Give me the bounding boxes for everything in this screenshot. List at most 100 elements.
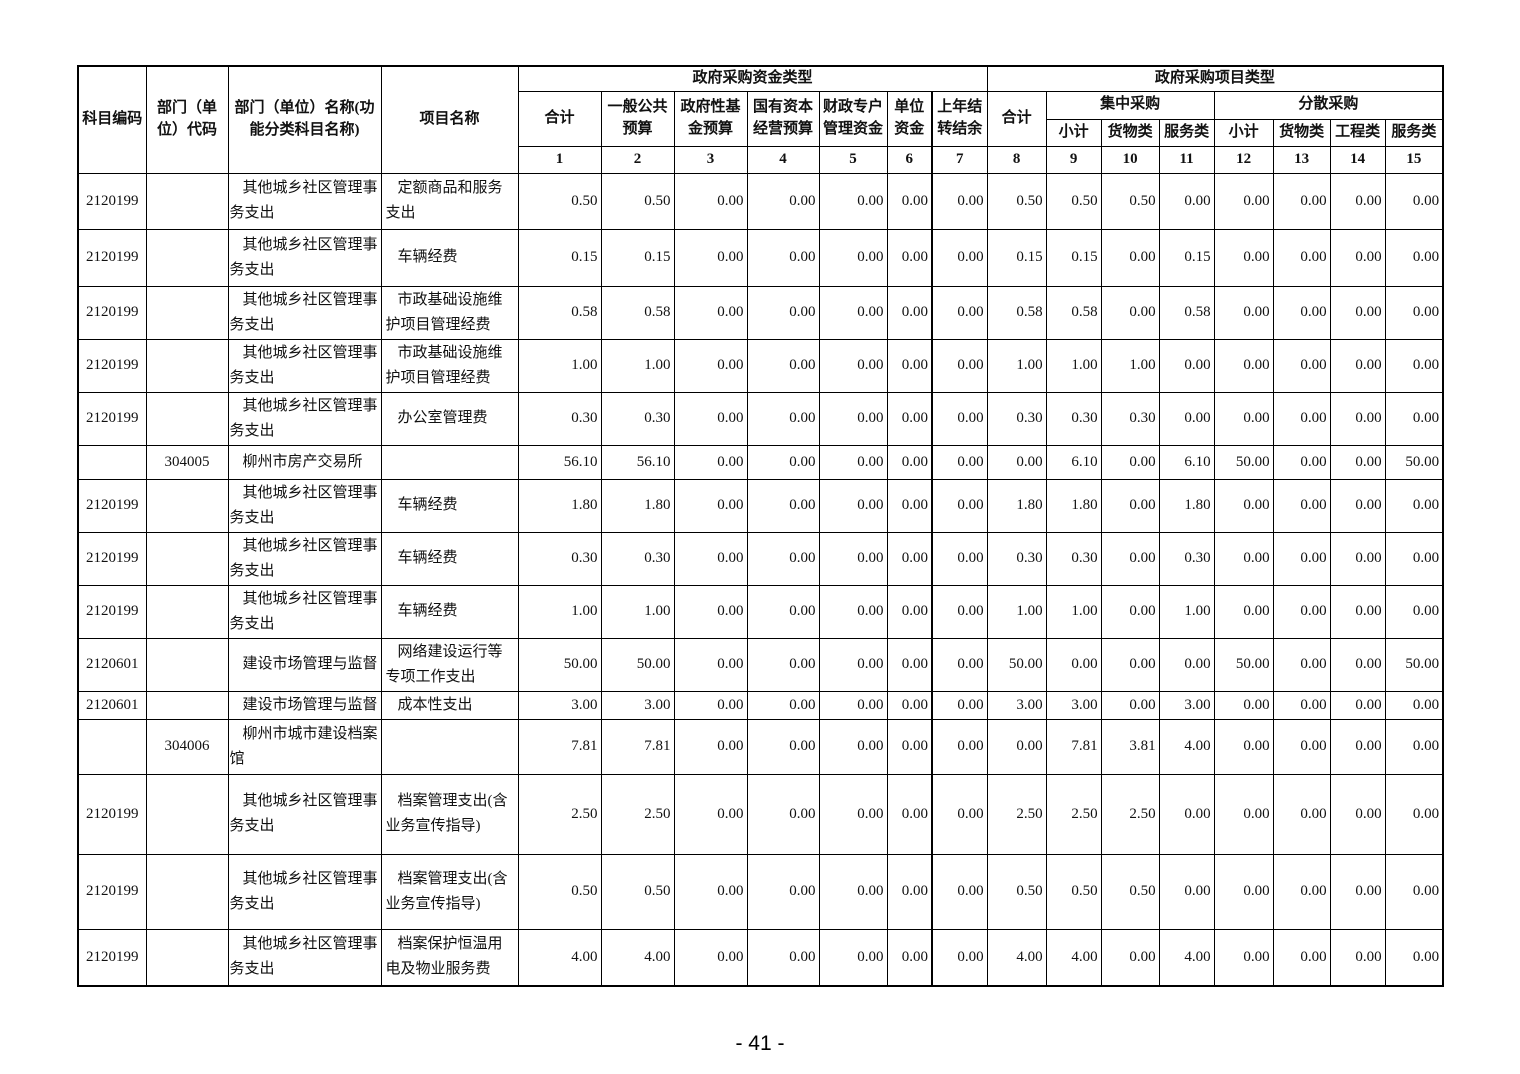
dept-name-cell: 其他城乡社区管理事务支出 [227, 478, 382, 533]
col-number: 4 [746, 145, 820, 174]
value-cell: 0.00 [1329, 172, 1386, 230]
value-cell: 0.00 [986, 718, 1047, 775]
table-row: 2120199 其他城乡社区管理事务支出 档案保护恒温用电及物业服务费 4.00 4.0… [77, 928, 1444, 987]
value-cell: 0.00 [746, 172, 820, 230]
group-header-fund-type: 政府采购资金类型 [517, 65, 988, 92]
value-cell: 3.81 [1100, 718, 1160, 775]
dept-code-cell [145, 531, 229, 586]
dept-code-cell [145, 853, 229, 930]
col-header-centralized-services: 服务类 [1158, 118, 1215, 147]
value-cell: 0.00 [1384, 172, 1444, 230]
dept-name-cell: 其他城乡社区管理事务支出 [227, 391, 382, 446]
value-cell: 0.00 [673, 531, 748, 586]
value-cell: 0.00 [1329, 531, 1386, 586]
dept-code-cell [145, 338, 229, 393]
value-cell: 0.00 [1384, 285, 1444, 340]
value-cell: 2.50 [517, 773, 602, 855]
value-cell: 0.00 [886, 285, 933, 340]
value-cell: 0.00 [886, 718, 933, 775]
value-cell: 0.00 [1100, 444, 1160, 480]
project-name-cell: 车辆经费 [380, 478, 519, 533]
value-cell: 0.00 [1384, 228, 1444, 287]
value-cell: 0.00 [1272, 690, 1331, 720]
dept-code-cell [145, 584, 229, 639]
value-cell: 0.00 [1272, 773, 1331, 855]
value-cell: 0.30 [1045, 531, 1102, 586]
value-cell: 3.00 [600, 690, 675, 720]
value-cell: 0.00 [886, 172, 933, 230]
project-name-cell: 车辆经费 [380, 531, 519, 586]
header-row-numbers: 1 2 3 4 5 6 7 8 9 10 11 12 13 14 15 [78, 145, 1444, 174]
project-name-cell [380, 718, 519, 775]
col-number: 3 [673, 145, 748, 174]
value-cell: 0.30 [986, 531, 1047, 586]
value-cell: 0.00 [930, 444, 988, 480]
value-cell: 4.00 [600, 928, 675, 987]
value-cell: 0.00 [818, 531, 888, 586]
value-cell: 0.00 [1272, 531, 1331, 586]
value-cell: 0.00 [746, 718, 820, 775]
value-cell: 50.00 [517, 637, 602, 692]
value-cell: 1.80 [1045, 478, 1102, 533]
value-cell: 3.00 [1158, 690, 1215, 720]
value-cell: 0.00 [930, 637, 988, 692]
value-cell: 0.00 [1384, 690, 1444, 720]
value-cell: 0.00 [1329, 637, 1386, 692]
value-cell: 0.00 [1213, 773, 1274, 855]
project-name-cell: 市政基础设施维护项目管理经费 [380, 338, 519, 393]
value-cell: 0.00 [818, 172, 888, 230]
value-cell: 0.00 [1329, 338, 1386, 393]
col-number: 7 [930, 145, 988, 174]
value-cell: 0.15 [1045, 228, 1102, 287]
value-cell: 0.00 [1329, 285, 1386, 340]
value-cell: 7.81 [1045, 718, 1102, 775]
value-cell: 0.00 [886, 228, 933, 287]
value-cell: 0.50 [1100, 172, 1160, 230]
value-cell: 50.00 [1384, 444, 1444, 480]
col-number: 9 [1045, 145, 1102, 174]
col-number: 6 [886, 145, 933, 174]
value-cell: 0.00 [1329, 478, 1386, 533]
value-cell: 0.00 [886, 584, 933, 639]
value-cell: 0.00 [673, 478, 748, 533]
dept-code-cell [145, 391, 229, 446]
table-row: 2120601 建设市场管理与监督 成本性支出 3.00 3.00 0.00 0.00 0.0… [77, 690, 1444, 720]
value-cell: 0.00 [986, 444, 1047, 480]
value-cell: 0.00 [1272, 285, 1331, 340]
value-cell: 2.50 [600, 773, 675, 855]
value-cell: 0.00 [1329, 444, 1386, 480]
value-cell: 1.00 [986, 338, 1047, 393]
col-header-decentralized-services: 服务类 [1384, 118, 1444, 147]
value-cell: 0.00 [746, 584, 820, 639]
value-cell: 0.00 [673, 391, 748, 446]
value-cell: 0.50 [1100, 853, 1160, 930]
table-row: 2120199 其他城乡社区管理事务支出 车辆经费 1.80 1.80 0.00 0.00 0… [77, 478, 1444, 533]
value-cell: 4.00 [986, 928, 1047, 987]
table-row: 2120199 其他城乡社区管理事务支出 车辆经费 0.15 0.15 0.00 0.00 0… [77, 228, 1444, 287]
value-cell: 0.00 [1213, 391, 1274, 446]
value-cell: 0.00 [818, 637, 888, 692]
col-number: 10 [1100, 145, 1160, 174]
value-cell: 0.00 [1158, 773, 1215, 855]
value-cell: 0.00 [1329, 718, 1386, 775]
value-cell: 0.30 [600, 391, 675, 446]
value-cell: 0.00 [930, 531, 988, 586]
subject-code-cell: 2120601 [77, 690, 147, 720]
value-cell: 56.10 [600, 444, 675, 480]
group-header-decentralized: 分散采购 [1213, 90, 1444, 120]
value-cell: 0.30 [517, 391, 602, 446]
col-header-govt-fund-budget: 政府性基金预算 [673, 90, 748, 147]
value-cell: 0.00 [818, 444, 888, 480]
value-cell: 0.00 [930, 478, 988, 533]
col-number: 14 [1329, 145, 1386, 174]
value-cell: 0.30 [1100, 391, 1160, 446]
value-cell: 0.00 [1100, 637, 1160, 692]
dept-code-cell [145, 228, 229, 287]
value-cell: 0.00 [1384, 391, 1444, 446]
value-cell: 0.00 [1384, 718, 1444, 775]
value-cell: 50.00 [986, 637, 1047, 692]
value-cell: 0.00 [930, 285, 988, 340]
value-cell: 0.00 [1272, 391, 1331, 446]
value-cell: 7.81 [600, 718, 675, 775]
value-cell: 0.00 [1045, 637, 1102, 692]
